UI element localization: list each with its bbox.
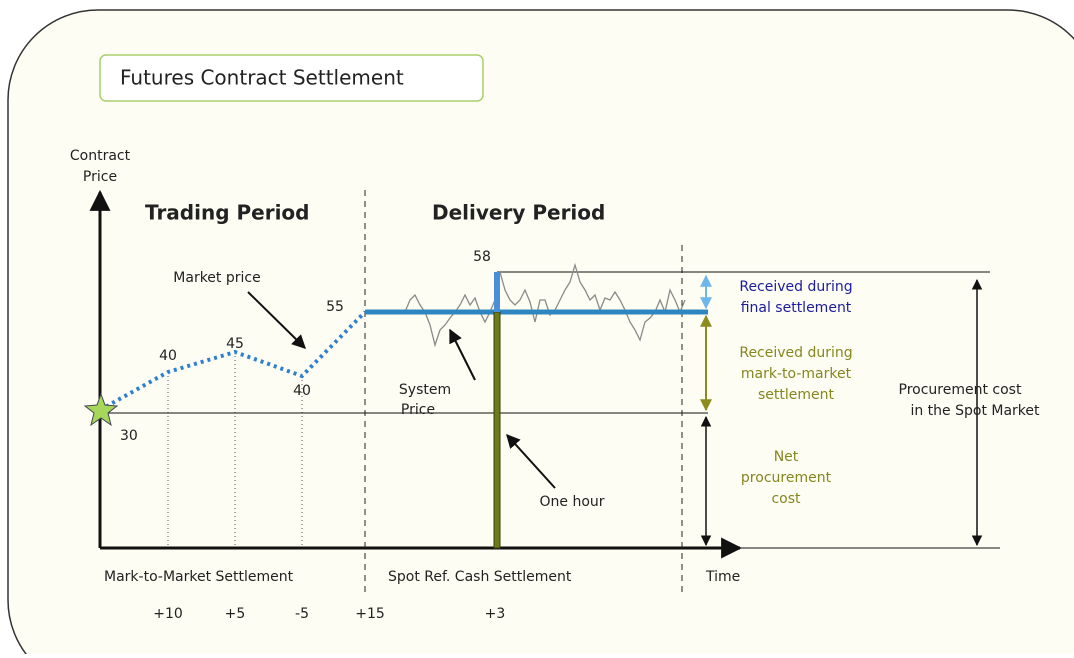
annotation: settlement <box>758 387 835 403</box>
annotation: System <box>399 382 451 398</box>
panel <box>7 9 1074 658</box>
annotation: mark-to-market <box>741 366 852 382</box>
annotation: Received during <box>739 279 852 295</box>
annotation: One hour <box>539 494 604 510</box>
market-price <box>99 310 367 412</box>
period-label: Delivery Period <box>432 201 605 225</box>
settlement-amount: -5 <box>295 606 309 622</box>
x-axis-label: Time <box>705 569 740 585</box>
settlement-amount: +5 <box>225 606 246 622</box>
price-label: 30 <box>120 428 138 444</box>
settlement-amount: +10 <box>153 606 183 622</box>
pointer <box>506 433 556 489</box>
price-label: 40 <box>159 348 177 364</box>
period-label: Trading Period <box>145 201 310 225</box>
pointer <box>247 291 306 349</box>
annotation: procurement <box>741 470 832 486</box>
pointer <box>449 328 476 381</box>
title-box <box>99 54 484 102</box>
system-price <box>404 262 686 348</box>
y-axis-label: Price <box>83 169 117 185</box>
price-label: 45 <box>226 336 244 352</box>
annotation: Received during <box>739 345 852 361</box>
settlement-label: Spot Ref. Cash Settlement <box>388 569 572 585</box>
settlement-amount: +15 <box>355 606 385 622</box>
settlement-label: Mark-to-Market Settlement <box>104 569 294 585</box>
price-label: 40 <box>293 383 311 399</box>
annotation: final settlement <box>741 300 852 316</box>
annotation: Net <box>774 449 799 465</box>
annotation: Market price <box>173 270 260 286</box>
annotation: cost <box>771 491 801 507</box>
title: Futures Contract Settlement <box>120 66 404 90</box>
one-hour-bar-top <box>494 272 500 312</box>
price-label: 55 <box>326 299 344 315</box>
one-hour-bar <box>493 311 501 549</box>
annotation: Procurement cost <box>899 382 1022 398</box>
settlement-amount: +3 <box>485 606 506 622</box>
price-label: 58 <box>473 249 491 265</box>
y-axis-label: Contract <box>70 148 131 164</box>
annotation: Price <box>401 402 435 418</box>
start-star <box>83 392 119 427</box>
annotation: in the Spot Market <box>910 403 1040 419</box>
